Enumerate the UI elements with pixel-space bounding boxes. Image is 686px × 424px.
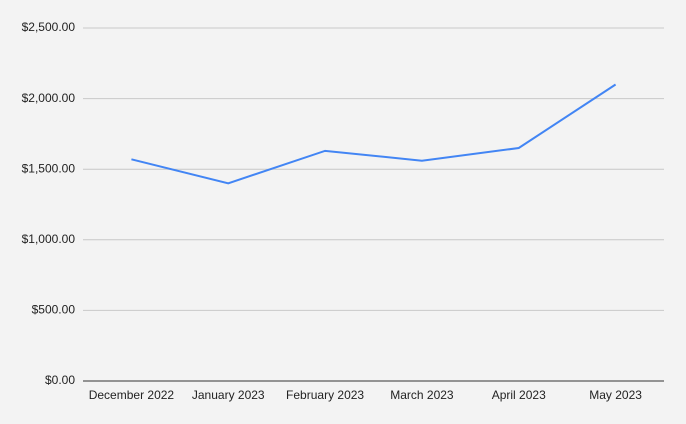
x-tick-label: April 2023 (492, 388, 546, 402)
x-tick-label: February 2023 (286, 388, 364, 402)
x-tick-label: March 2023 (390, 388, 454, 402)
y-tick-label: $1,000.00 (22, 232, 76, 246)
y-tick-label: $500.00 (32, 303, 76, 317)
x-tick-label: December 2022 (89, 388, 175, 402)
y-tick-label: $1,500.00 (22, 161, 76, 175)
x-tick-label: January 2023 (192, 388, 265, 402)
line (131, 83, 617, 185)
y-tick-label: $2,000.00 (22, 91, 76, 105)
y-tick-label: $0.00 (45, 373, 75, 387)
x-tick-label: May 2023 (589, 388, 642, 402)
y-tick-label: $2,500.00 (22, 20, 76, 34)
